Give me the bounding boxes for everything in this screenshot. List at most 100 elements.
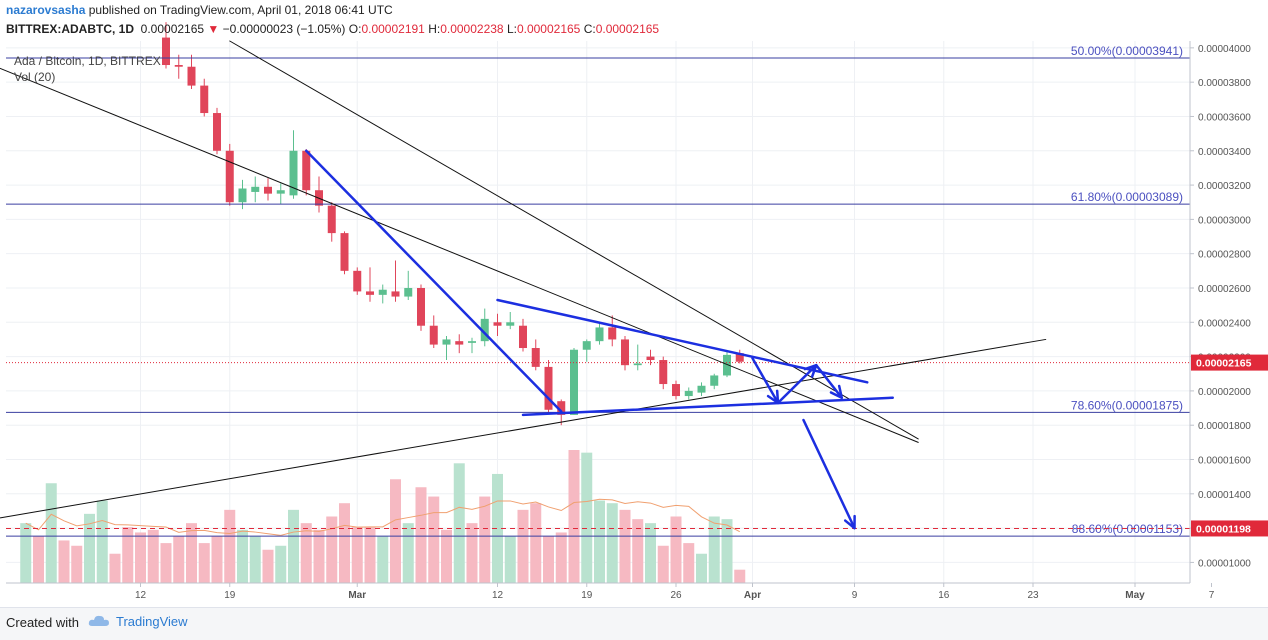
volume-bar (45, 483, 57, 583)
volume-bar (96, 500, 108, 583)
tradingview-logo[interactable]: TradingView (88, 614, 188, 629)
price-tick-label: 0.00002400 (1198, 318, 1251, 329)
publisher-username[interactable]: nazarovsasha (6, 3, 86, 17)
price-tick-label: 0.00002000 (1198, 387, 1251, 398)
candle-body (238, 188, 247, 203)
last-price-tag: 0.00002165 (1196, 358, 1252, 370)
candle-body (225, 150, 234, 203)
volume-bar (594, 500, 605, 583)
price-tick-label: 0.00003200 (1198, 181, 1251, 192)
price-tick-label: 0.00001000 (1198, 558, 1251, 569)
volume-bar (415, 487, 427, 583)
candle-body (582, 341, 591, 350)
candle-body (327, 205, 336, 234)
volume-bar (135, 532, 146, 583)
volume-bar (441, 529, 452, 583)
fib-level-label: 61.80%(0.00003089) (1071, 190, 1183, 204)
volume-bar (504, 536, 516, 583)
volume-bar (262, 549, 274, 583)
candle-body (519, 325, 527, 349)
volume-bar (734, 569, 746, 583)
footer: Created with TradingView (0, 607, 1268, 640)
time-tick-label: Mar (348, 590, 366, 601)
volume-bar (517, 509, 529, 583)
price-tick-label: 0.00002600 (1198, 284, 1251, 295)
time-tick-label: 9 (852, 590, 858, 601)
candle-body (493, 322, 502, 326)
volume-bar (632, 519, 644, 583)
volume-bar (237, 529, 248, 583)
candle-body (570, 349, 578, 415)
volume-bar (147, 529, 159, 583)
symbol-label: BITTREX:ADABTC, 1D (6, 22, 134, 36)
candle-body (672, 384, 680, 397)
time-tick-label: 19 (224, 590, 236, 601)
volume-bar (619, 509, 631, 583)
volume-bar (555, 532, 567, 583)
fib-level-label: 88.60%(0.00001153) (1072, 522, 1183, 536)
volume-bar (721, 519, 733, 583)
volume-bar (224, 509, 236, 583)
volume-bar (466, 523, 478, 583)
price-chart[interactable]: 50.00%(0.00003941) 61.80%(0.00003089) 78.6… (0, 0, 1268, 607)
volume-bar (543, 536, 554, 583)
low-label: L: (506, 22, 517, 36)
candle-body (302, 150, 311, 191)
candle-body (200, 85, 209, 114)
channel-upper-line (229, 40, 919, 440)
ohlc-line: BITTREX:ADABTC, 1D 0.00002165 ▼ −0.00000… (6, 22, 659, 36)
arrow-target (802, 418, 856, 530)
high-value: 0.00002238 (440, 22, 504, 36)
candle-body (468, 341, 476, 343)
candle-body (391, 291, 400, 297)
volume-bar (326, 516, 338, 583)
fib-level-label: 78.60%(0.00001875) (1071, 398, 1183, 412)
tradingview-brand: TradingView (116, 614, 188, 629)
candle-body (429, 325, 438, 345)
support-trend-line (0, 338, 1047, 519)
candle-body (442, 339, 451, 345)
candle-body (723, 354, 731, 376)
candle-body (417, 287, 425, 326)
volume-bar (683, 543, 695, 583)
volume-bar (492, 473, 503, 583)
time-tick-label: 7 (1209, 590, 1215, 601)
created-with-text: Created with (6, 615, 79, 630)
volume-bar (249, 536, 261, 583)
candle-body (340, 233, 349, 271)
volume-bar (58, 540, 70, 583)
target-price-tag-bg (1191, 520, 1268, 537)
time-tick-label: 26 (670, 590, 682, 601)
price-axis (1190, 41, 1268, 583)
volume-bar (581, 452, 593, 583)
low-value: 0.00002165 (516, 22, 581, 36)
legend-vol: Vol (20) (14, 70, 55, 84)
candle-body (621, 339, 629, 366)
time-tick-label: Apr (744, 590, 761, 601)
price-tick-label: 0.00003600 (1198, 112, 1251, 123)
volume-bar (186, 523, 197, 583)
time-tick-label: 12 (492, 590, 504, 601)
arrow-down-2 (815, 363, 843, 400)
arrow-down-1 (751, 357, 780, 405)
volume-bar (645, 523, 656, 583)
volume-bar (71, 545, 83, 583)
candle-body (264, 186, 272, 194)
high-label: H: (428, 22, 441, 36)
fib-level-label: 50.00%(0.00003941) (1071, 44, 1183, 58)
candle-body (633, 363, 642, 366)
volume-bar (313, 529, 325, 583)
volume-bar (453, 463, 465, 583)
volume-bar (275, 545, 287, 583)
price-tick-label: 0.00001800 (1198, 421, 1251, 432)
candle-body (353, 270, 362, 292)
down-arrow-icon: ▼ (207, 22, 220, 36)
price-tick-label: 0.00003000 (1198, 215, 1251, 226)
volume-bar (402, 523, 414, 583)
price-tick-label: 0.00001600 (1198, 456, 1251, 467)
candle-body (162, 37, 170, 66)
volume-bar (339, 503, 350, 583)
time-tick-label: 23 (1027, 590, 1039, 601)
price-tick-label: 0.00003400 (1198, 147, 1251, 158)
candle-body (557, 401, 566, 415)
